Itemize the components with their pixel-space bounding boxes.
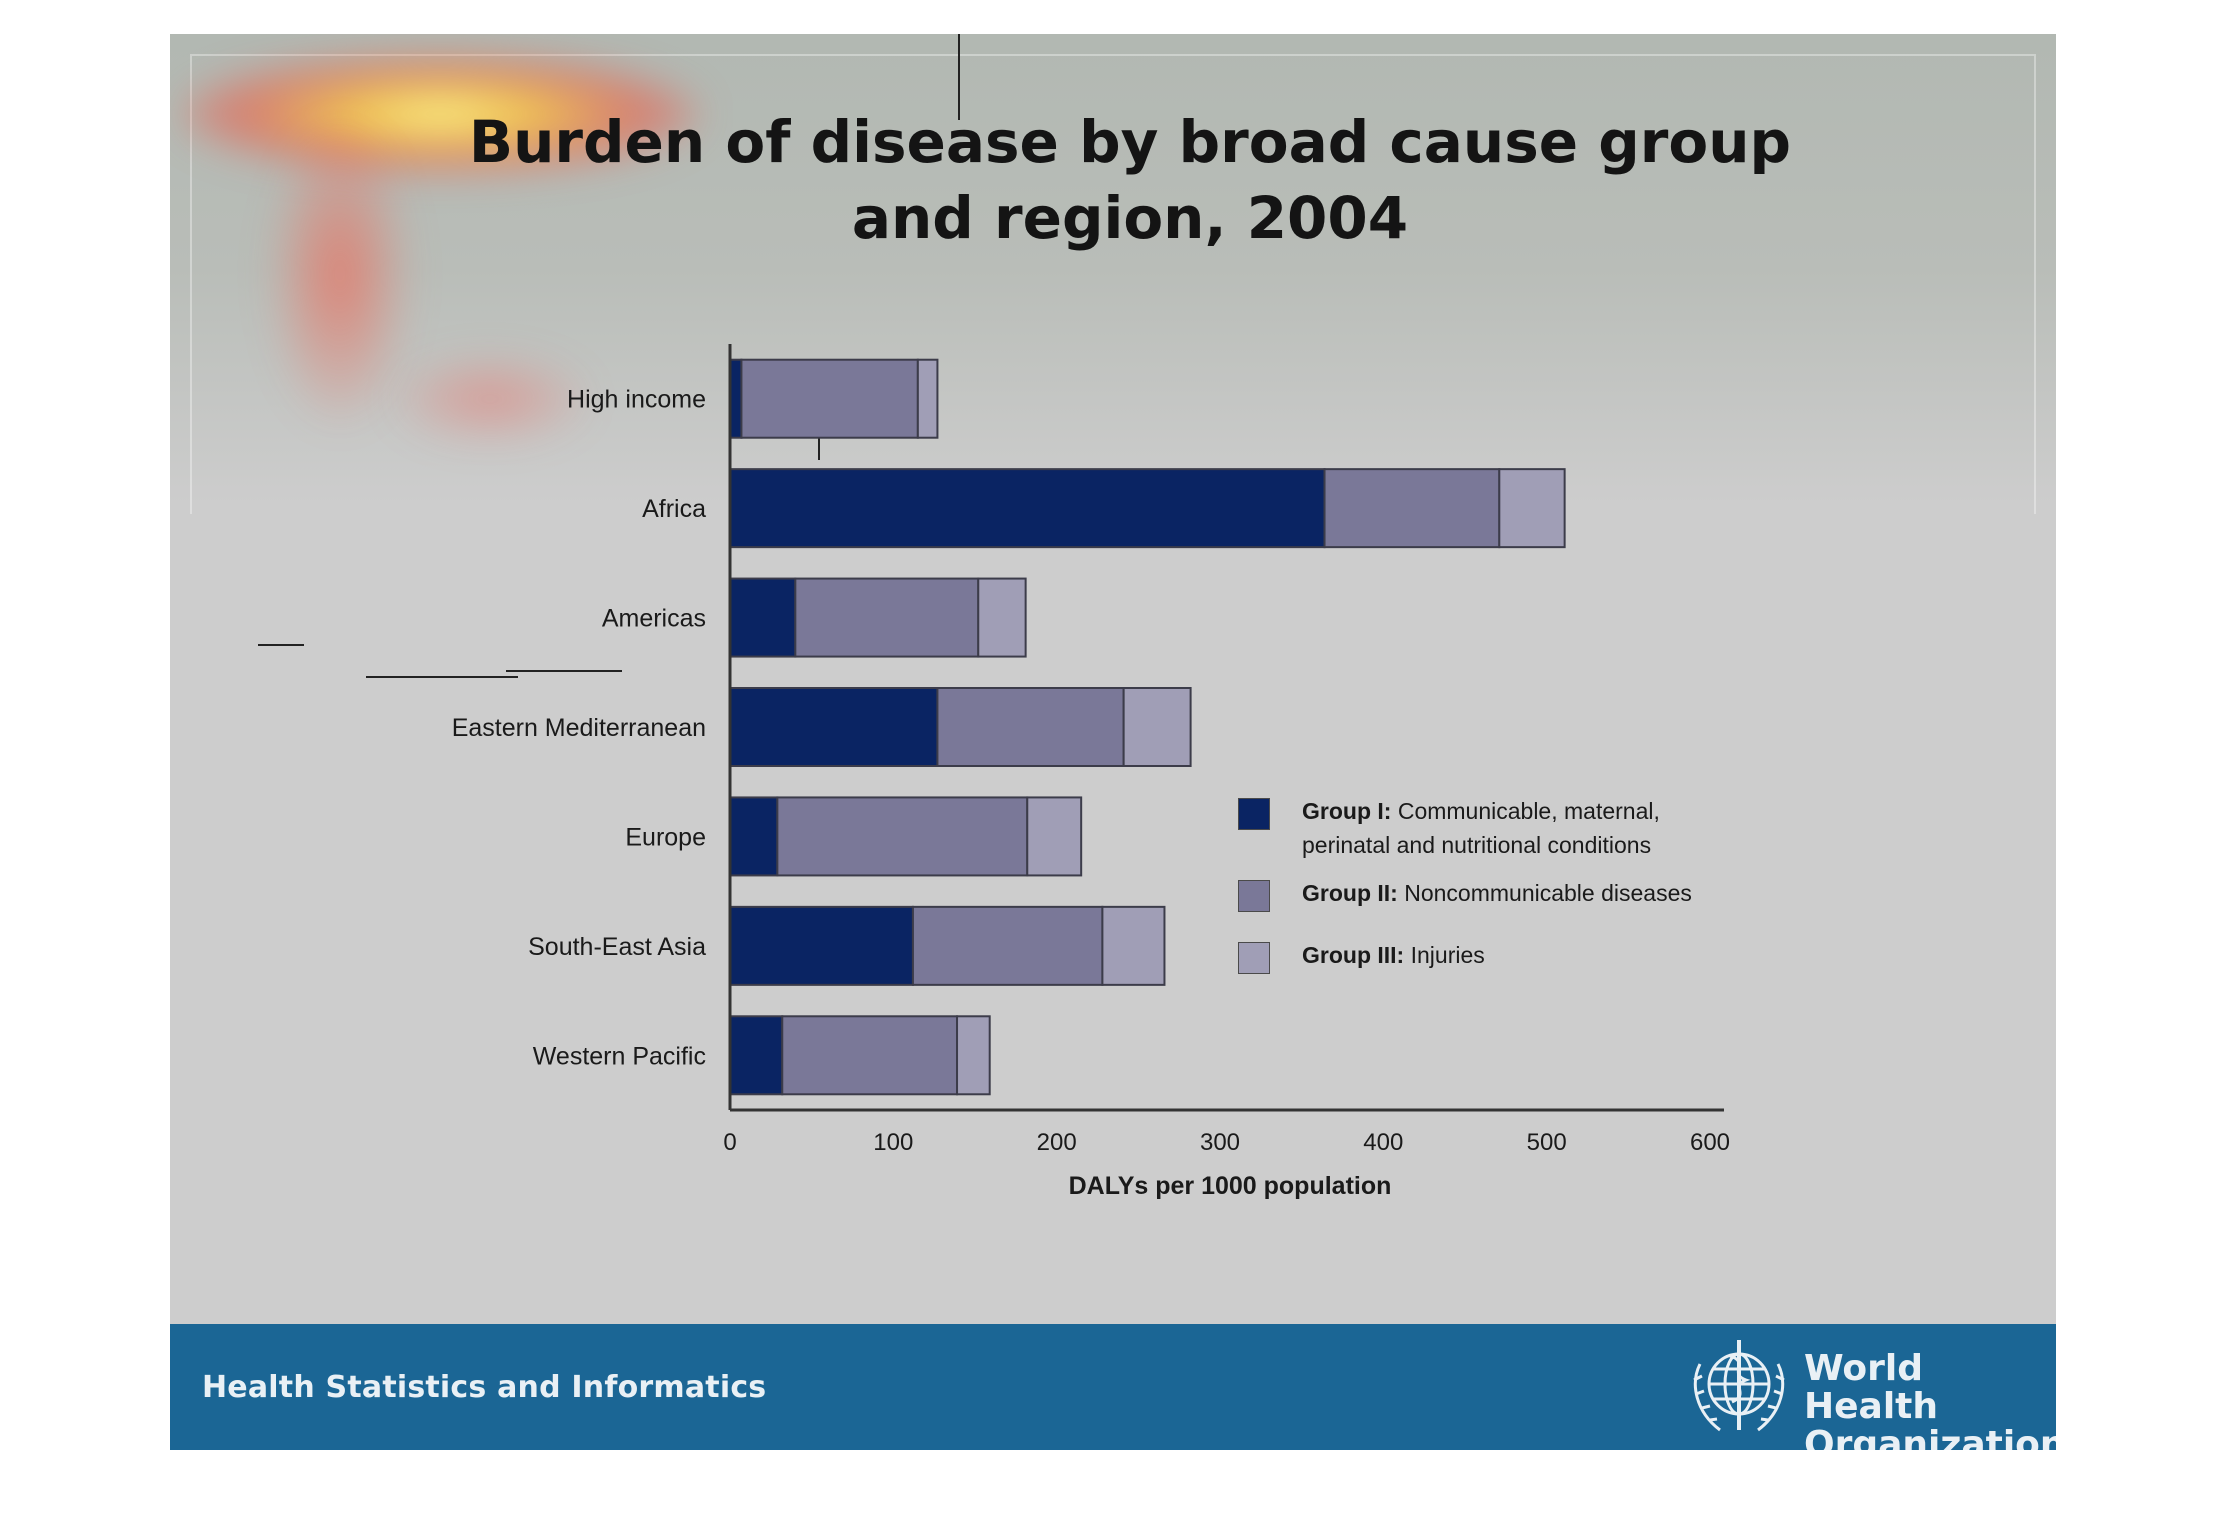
- legend-item-group1: Group I: Communicable, maternal, perinat…: [1238, 794, 1758, 862]
- who-name-line1: World Health: [1804, 1348, 1939, 1427]
- legend-label-bold: Group III:: [1302, 942, 1405, 968]
- bar-south-east-asia-group3: [1101, 905, 1166, 986]
- heatmap-overlay-3: [390, 354, 590, 444]
- legend-swatch-group2: [1238, 880, 1270, 912]
- slide-frame: [190, 54, 2036, 514]
- legend-item-group2: Group II: Noncommunicable diseases: [1238, 876, 1758, 912]
- x-tick-label: 300: [1200, 1129, 1240, 1156]
- slide: Burden of disease by broad cause group a…: [170, 34, 2056, 1450]
- x-tick-label: 500: [1527, 1129, 1567, 1156]
- category-label: Europe: [625, 823, 706, 851]
- bar-eastern-mediterranean-group3: [1122, 687, 1192, 767]
- who-name-line2: Organization: [1804, 1424, 2056, 1451]
- footer-bar: Health Statistics and Informatics World …: [170, 1324, 2056, 1450]
- stray-line: [958, 34, 960, 120]
- bar-africa-group1: [729, 468, 1326, 549]
- bar-africa-group2: [1323, 468, 1501, 549]
- legend-swatch-group1: [1238, 798, 1270, 830]
- category-label: Americas: [602, 605, 706, 633]
- legend-swatch-group3: [1238, 942, 1270, 974]
- legend-label: Injuries: [1410, 942, 1485, 968]
- category-label: Africa: [642, 495, 706, 523]
- bar-western-pacific-group1: [729, 1015, 784, 1096]
- bar-south-east-asia-group2: [911, 905, 1104, 986]
- bar-americas-group3: [977, 577, 1027, 658]
- x-tick-label: 600: [1690, 1129, 1730, 1156]
- stray-line: [506, 670, 622, 672]
- legend-label-line2: perinatal and nutritional conditions: [1302, 832, 1652, 858]
- x-tick-label: 200: [1037, 1129, 1077, 1156]
- category-label: Western Pacific: [533, 1042, 706, 1070]
- legend-label-bold: Group I:: [1302, 798, 1392, 824]
- legend-label-bold: Group II:: [1302, 880, 1398, 906]
- bar-south-east-asia-group1: [729, 905, 914, 986]
- chart-legend: Group I: Communicable, maternal, perinat…: [1238, 794, 1758, 986]
- stray-line: [366, 676, 518, 678]
- x-tick-label: 400: [1363, 1129, 1403, 1156]
- legend-item-group3: Group III: Injuries: [1238, 938, 1758, 974]
- category-label: High income: [567, 386, 706, 414]
- category-label: Eastern Mediterranean: [452, 714, 706, 742]
- bar-eastern-mediterranean-group2: [936, 687, 1125, 767]
- bar-high-income-group1: [729, 358, 743, 439]
- category-label: South-East Asia: [528, 933, 706, 961]
- legend-label: Communicable, maternal,: [1397, 798, 1660, 824]
- bar-chart: High income Africa Americas Eastern Mediter…: [452, 344, 1730, 1200]
- bar-europe-group1: [729, 796, 779, 877]
- x-tick-label: 100: [873, 1129, 913, 1156]
- bar-western-pacific-group3: [956, 1015, 991, 1096]
- who-name: World Health Organization: [1804, 1348, 2056, 1451]
- bar-eastern-mediterranean-group1: [729, 687, 939, 767]
- footer-text: Health Statistics and Informatics: [202, 1370, 767, 1405]
- bar-western-pacific-group2: [781, 1015, 959, 1096]
- stray-line: [258, 644, 304, 646]
- who-emblem-icon: [1693, 1340, 1785, 1432]
- bar-europe-group3: [1026, 796, 1083, 877]
- bar-americas-group1: [729, 577, 797, 658]
- bar-high-income-group3: [916, 358, 939, 439]
- x-tick-label: 0: [723, 1129, 736, 1156]
- x-axis-label: DALYs per 1000 population: [1069, 1172, 1392, 1200]
- heatmap-overlay-2: [270, 124, 410, 424]
- slide-title: Burden of disease by broad cause group a…: [468, 108, 1792, 252]
- bar-africa-group3: [1498, 468, 1566, 549]
- heatmap-overlay: [180, 54, 700, 174]
- legend-label: Noncommunicable diseases: [1404, 880, 1692, 906]
- bar-high-income-group2: [740, 358, 919, 439]
- bar-europe-group2: [776, 796, 1029, 877]
- bar-americas-group2: [794, 577, 980, 658]
